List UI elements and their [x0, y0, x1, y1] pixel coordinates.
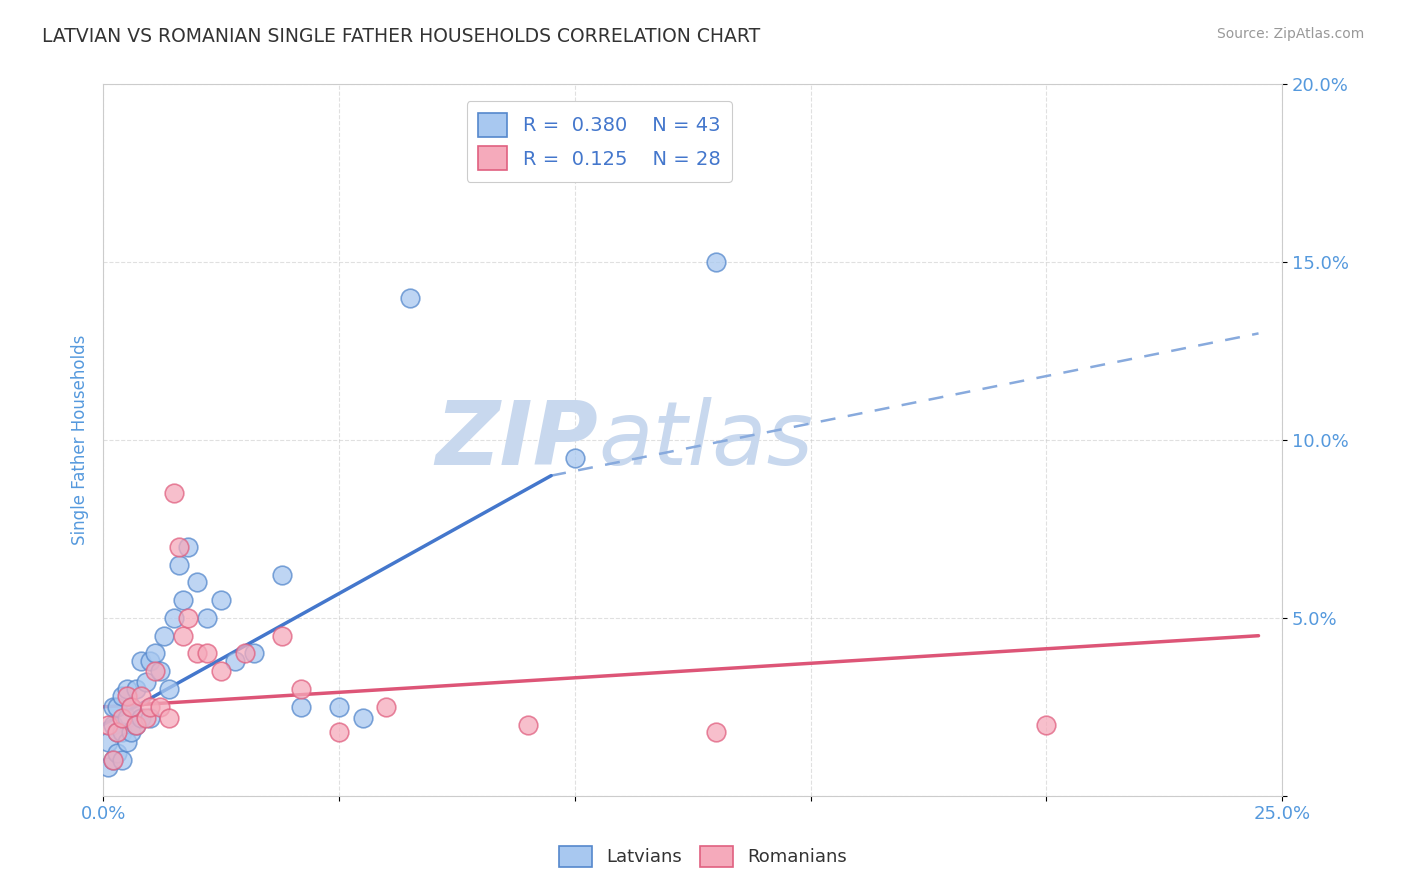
Legend: Latvians, Romanians: Latvians, Romanians — [553, 838, 853, 874]
Point — [143, 665, 166, 679]
Point — [111, 753, 134, 767]
Point — [139, 654, 162, 668]
Point — [172, 593, 194, 607]
Point — [105, 746, 128, 760]
Y-axis label: Single Father Households: Single Father Households — [72, 334, 89, 545]
Point — [115, 710, 138, 724]
Point — [143, 647, 166, 661]
Point — [157, 710, 180, 724]
Point — [111, 724, 134, 739]
Point — [111, 710, 134, 724]
Legend: R =  0.380    N = 43, R =  0.125    N = 28: R = 0.380 N = 43, R = 0.125 N = 28 — [467, 102, 733, 182]
Point — [172, 629, 194, 643]
Point — [111, 689, 134, 703]
Point — [125, 681, 148, 696]
Point — [101, 699, 124, 714]
Point — [209, 665, 232, 679]
Point — [271, 629, 294, 643]
Point — [153, 629, 176, 643]
Point — [167, 558, 190, 572]
Point — [129, 654, 152, 668]
Point — [271, 568, 294, 582]
Point — [163, 611, 186, 625]
Point — [1035, 717, 1057, 731]
Point — [115, 689, 138, 703]
Point — [398, 291, 420, 305]
Point — [97, 760, 120, 774]
Point — [224, 654, 246, 668]
Point — [139, 699, 162, 714]
Point — [233, 647, 256, 661]
Point — [290, 681, 312, 696]
Point — [129, 710, 152, 724]
Point — [352, 710, 374, 724]
Point — [328, 699, 350, 714]
Point — [120, 699, 142, 714]
Point — [115, 735, 138, 749]
Point — [105, 699, 128, 714]
Point — [139, 710, 162, 724]
Point — [101, 753, 124, 767]
Point — [97, 735, 120, 749]
Point — [516, 717, 538, 731]
Point — [186, 575, 208, 590]
Point — [149, 665, 172, 679]
Point — [243, 647, 266, 661]
Point — [135, 675, 157, 690]
Point — [97, 717, 120, 731]
Point — [125, 717, 148, 731]
Point — [120, 724, 142, 739]
Point — [135, 710, 157, 724]
Point — [105, 724, 128, 739]
Text: LATVIAN VS ROMANIAN SINGLE FATHER HOUSEHOLDS CORRELATION CHART: LATVIAN VS ROMANIAN SINGLE FATHER HOUSEH… — [42, 27, 761, 45]
Point — [149, 699, 172, 714]
Point — [195, 611, 218, 625]
Point — [101, 717, 124, 731]
Point — [163, 486, 186, 500]
Point — [564, 450, 586, 465]
Point — [195, 647, 218, 661]
Point — [177, 540, 200, 554]
Point — [115, 681, 138, 696]
Point — [704, 724, 727, 739]
Point — [120, 699, 142, 714]
Point — [125, 717, 148, 731]
Text: ZIP: ZIP — [436, 397, 599, 483]
Point — [167, 540, 190, 554]
Text: Source: ZipAtlas.com: Source: ZipAtlas.com — [1216, 27, 1364, 41]
Point — [105, 724, 128, 739]
Point — [290, 699, 312, 714]
Point — [328, 724, 350, 739]
Point — [704, 255, 727, 269]
Point — [129, 689, 152, 703]
Point — [157, 681, 180, 696]
Point — [101, 753, 124, 767]
Point — [209, 593, 232, 607]
Point — [186, 647, 208, 661]
Point — [177, 611, 200, 625]
Point — [375, 699, 398, 714]
Text: atlas: atlas — [599, 397, 813, 483]
